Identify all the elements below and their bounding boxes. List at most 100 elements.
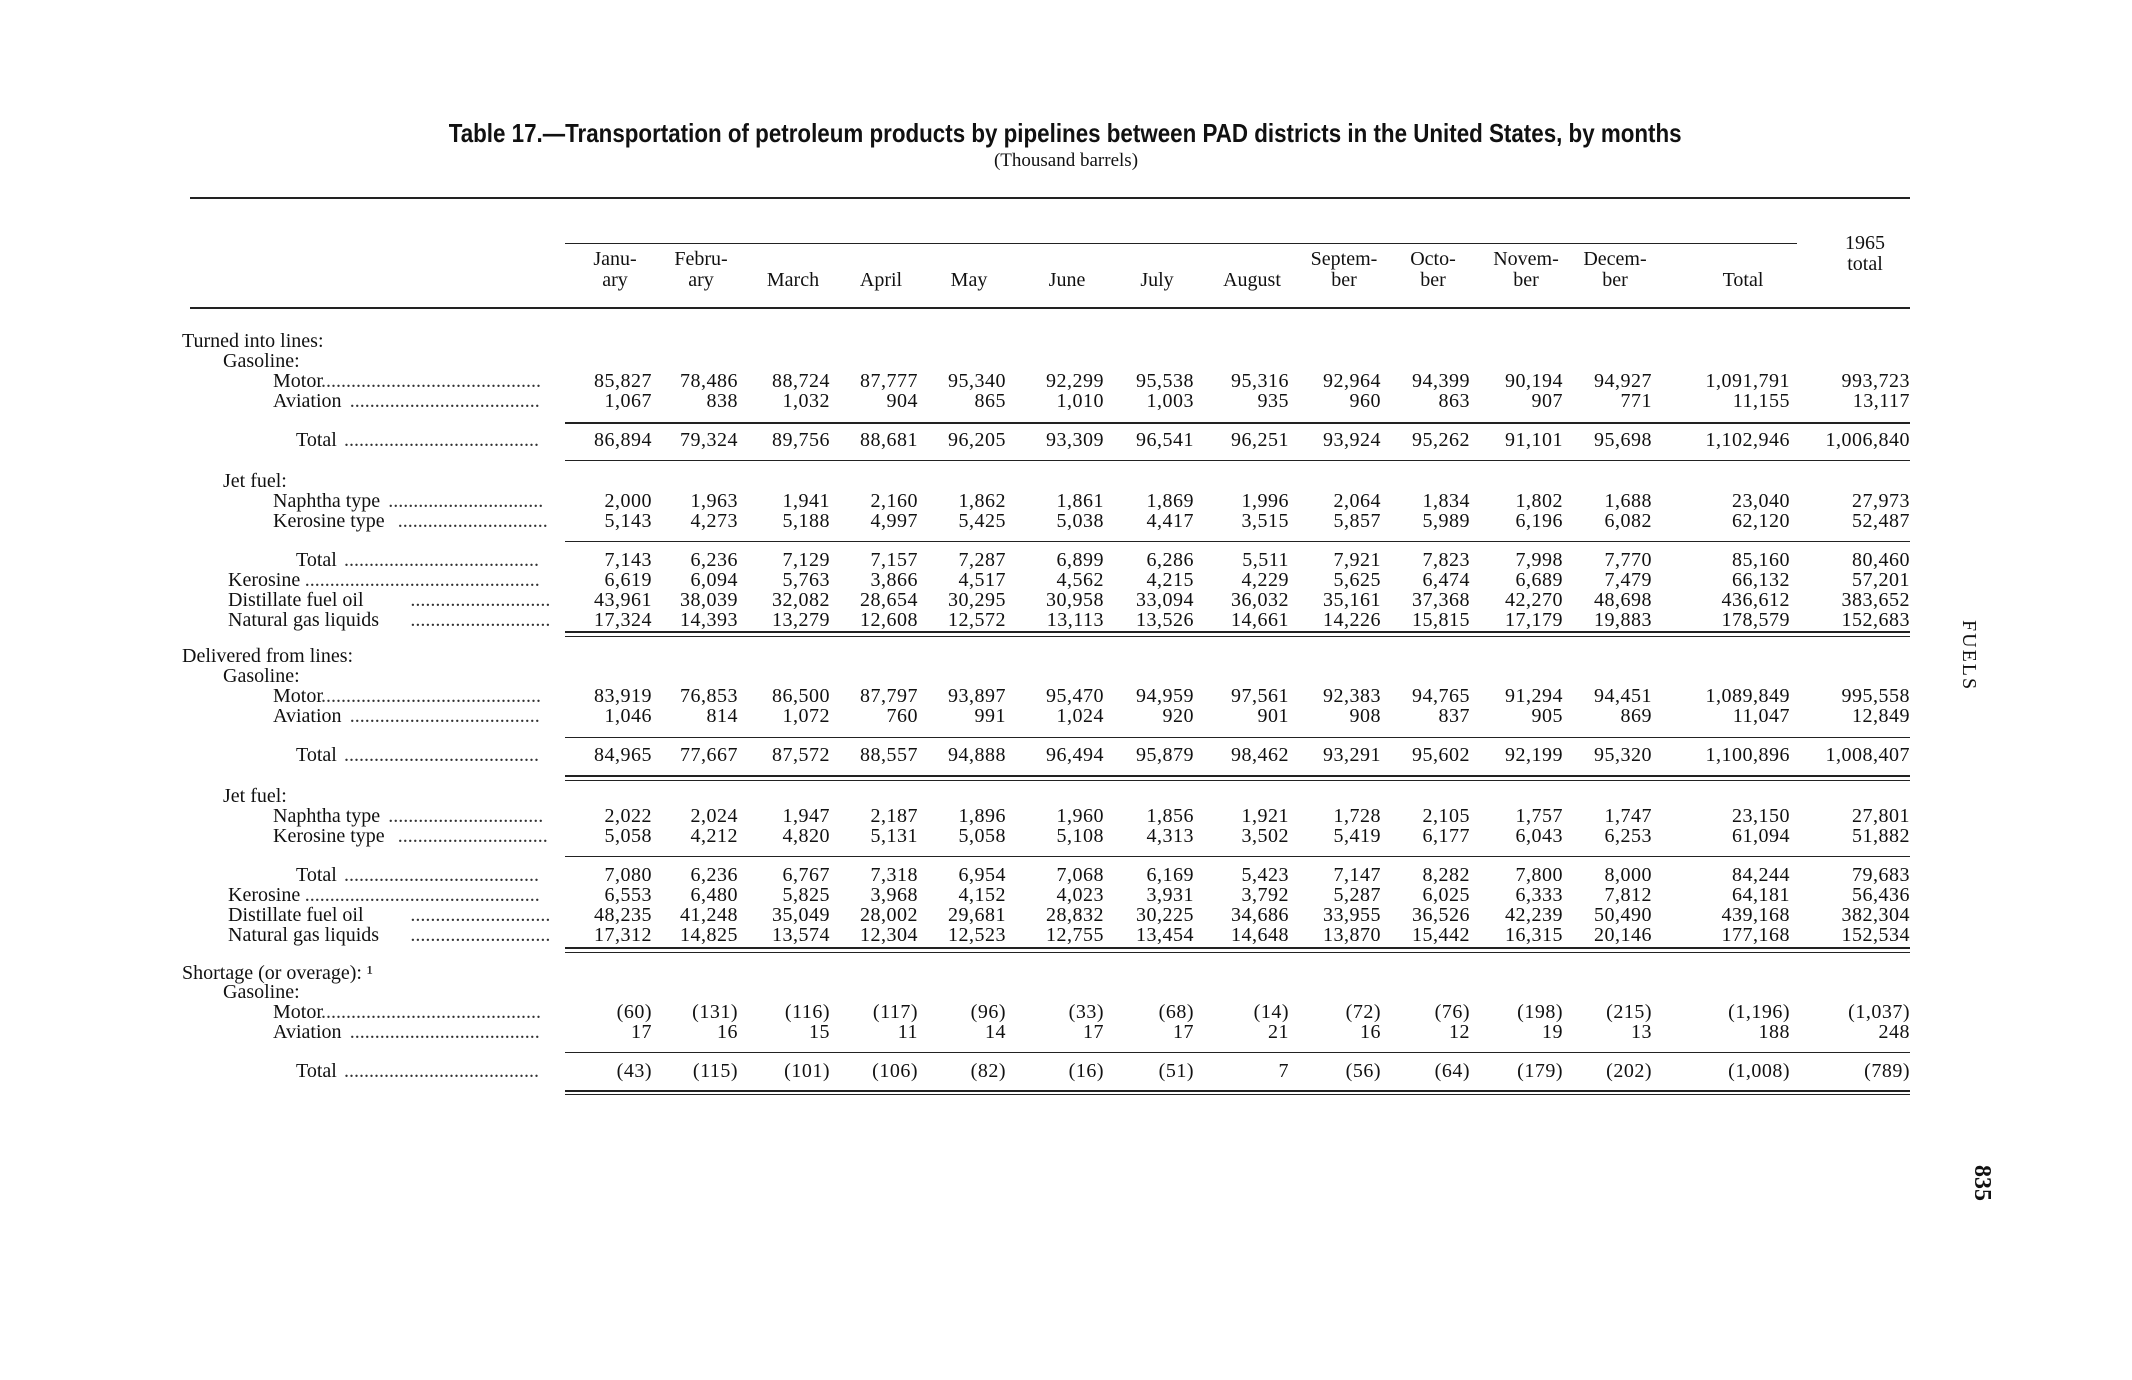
table-cell: (1,196): [1728, 1001, 1790, 1023]
table-cell: 32,082: [772, 589, 830, 611]
year-spanner-rule: [565, 243, 1797, 244]
table-cell: 993,723: [1841, 370, 1910, 392]
table-cell: 14,393: [680, 609, 738, 631]
table-cell: 92,299: [1046, 370, 1104, 392]
table-cell: 92,199: [1505, 744, 1563, 766]
table-cell: (117): [872, 1001, 918, 1023]
table-cell: 13,117: [1852, 390, 1910, 412]
table-cell: 1,921: [1241, 805, 1289, 827]
table-cell: 93,291: [1323, 744, 1381, 766]
row-label: Gasoline:: [223, 665, 300, 687]
section-label: Delivered from lines:: [182, 645, 354, 667]
table-cell: 35,049: [772, 904, 830, 926]
table-cell: 901: [1257, 705, 1289, 727]
table-cell: 2,064: [1333, 490, 1381, 512]
row-label: Gasoline:: [223, 981, 300, 1003]
column-header: Total: [1722, 269, 1764, 291]
table-cell: 4,215: [1146, 569, 1194, 591]
table-cell: 1,089,849: [1705, 685, 1790, 707]
table-cell: 36,526: [1412, 904, 1470, 926]
row-label: Naphtha type: [273, 805, 381, 827]
table-cell: 13,279: [772, 609, 830, 631]
table-cell: 77,667: [680, 744, 738, 766]
table-cell: 83,919: [594, 685, 652, 707]
table-cell: (68): [1158, 1001, 1194, 1023]
column-header: June: [1048, 269, 1086, 291]
table-cell: 1,861: [1056, 490, 1104, 512]
table-cell: 12,572: [948, 609, 1006, 631]
row-leader-dots: ......................................: [349, 1022, 540, 1042]
table-cell: 62,120: [1732, 510, 1790, 532]
table-cell: 5,287: [1333, 884, 1381, 906]
table-cell: 14,648: [1231, 924, 1289, 946]
table-cell: 15,815: [1412, 609, 1470, 631]
table-cell: 12,523: [948, 924, 1006, 946]
table-cell: 96,494: [1046, 744, 1104, 766]
row-label: Kerosine type: [273, 510, 385, 532]
row-leader-dots: ........................................…: [321, 371, 541, 391]
table-cell: 5,423: [1241, 864, 1289, 886]
table-cell: 95,316: [1231, 370, 1289, 392]
table-cell: 95,879: [1136, 744, 1194, 766]
table-cell: 23,150: [1732, 805, 1790, 827]
table-cell: 79,683: [1852, 864, 1910, 886]
table-cell: 17: [1083, 1021, 1104, 1043]
table-cell: 19: [1542, 1021, 1563, 1043]
table-cell: 93,897: [948, 685, 1006, 707]
table-cell: 80,460: [1852, 549, 1910, 571]
table-cell: 5,131: [870, 825, 918, 847]
table-cell: 87,572: [772, 744, 830, 766]
row-leader-dots: .......................................: [344, 550, 539, 570]
table-cell: 76,853: [680, 685, 738, 707]
table-cell: (64): [1434, 1060, 1470, 1082]
row-label: Jet fuel:: [223, 785, 287, 807]
row-separator-rule: [565, 636, 1910, 637]
table-cell: 28,832: [1046, 904, 1104, 926]
table-cell: 383,652: [1841, 589, 1910, 611]
table-cell: (116): [784, 1001, 830, 1023]
table-cell: 95,602: [1412, 744, 1470, 766]
table-cell: 7,143: [604, 549, 652, 571]
table-cell: 4,997: [870, 510, 918, 532]
table-cell: 935: [1257, 390, 1289, 412]
row-separator-rule: [565, 1094, 1910, 1095]
table-cell: 33,094: [1136, 589, 1194, 611]
header-top-rule: [190, 197, 1910, 199]
table-cell: 1,024: [1056, 705, 1104, 727]
table-cell: 1,100,896: [1705, 744, 1790, 766]
table-cell: 7,812: [1604, 884, 1652, 906]
table-cell: (202): [1606, 1060, 1652, 1082]
table-cell: 1,896: [958, 805, 1006, 827]
table-cell: 23,040: [1732, 490, 1790, 512]
table-cell: 7,147: [1333, 864, 1381, 886]
column-header: Febru-ary: [674, 248, 728, 291]
table-cell: 11,155: [1732, 390, 1790, 412]
table-cell: 920: [1162, 705, 1194, 727]
table-cell: 1,747: [1604, 805, 1652, 827]
table-cell: 14,226: [1323, 609, 1381, 631]
table-cell: 7: [1278, 1060, 1289, 1082]
table-cell: 12,755: [1046, 924, 1104, 946]
table-cell: 1,072: [782, 705, 830, 727]
table-cell: 2,022: [604, 805, 652, 827]
table-cell: 11,047: [1732, 705, 1790, 727]
section-label: Turned into lines:: [182, 330, 324, 352]
row-label: Distillate fuel oil: [228, 589, 364, 611]
table-cell: (115): [692, 1060, 738, 1082]
row-label: Naphtha type: [273, 490, 381, 512]
table-cell: 3,968: [870, 884, 918, 906]
table-cell: 152,683: [1841, 609, 1910, 631]
table-cell: 1,003: [1146, 390, 1194, 412]
table-cell: 1,802: [1515, 490, 1563, 512]
row-label: Total: [296, 864, 337, 886]
table-cell: 3,515: [1241, 510, 1289, 532]
row-label: Aviation: [273, 390, 342, 412]
table-cell: (1,037): [1848, 1001, 1910, 1023]
row-leader-dots: ........................................…: [321, 686, 541, 706]
table-cell: 13,526: [1136, 609, 1194, 631]
row-separator-rule: [565, 737, 1910, 738]
row-label: Aviation: [273, 705, 342, 727]
table-cell: 35,161: [1323, 589, 1381, 611]
table-cell: 6,553: [604, 884, 652, 906]
table-cell: 94,959: [1136, 685, 1194, 707]
